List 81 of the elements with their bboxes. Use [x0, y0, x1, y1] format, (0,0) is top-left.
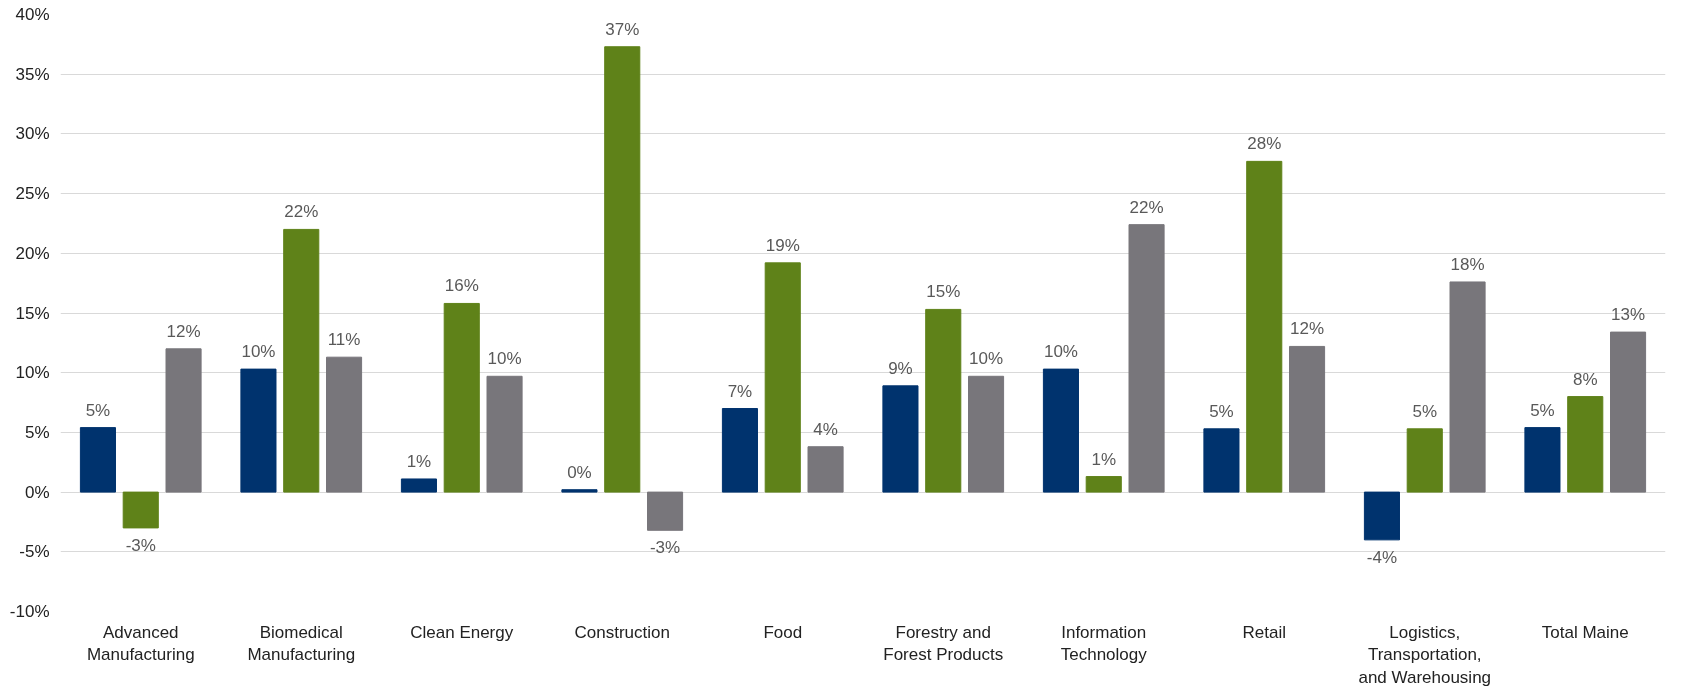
bar: [240, 368, 277, 493]
data-label: 1%: [406, 451, 432, 471]
bar: [561, 489, 598, 493]
data-label: 5%: [1530, 400, 1555, 420]
x-tick-label: Clean Energy: [410, 622, 514, 642]
data-label: 10%: [969, 349, 1004, 369]
x-tick-label: Retail: [1242, 622, 1286, 642]
data-label: 10%: [487, 349, 522, 369]
bar: [165, 348, 202, 493]
bar: [122, 491, 159, 529]
data-label: 12%: [1290, 319, 1325, 339]
data-label: 7%: [727, 381, 753, 401]
data-label: 0%: [567, 462, 592, 482]
x-tick-label: Construction: [574, 622, 670, 642]
bar: [647, 491, 684, 531]
y-tick-label: 15%: [15, 303, 50, 323]
data-label: 37%: [605, 19, 640, 39]
bar: [1246, 160, 1283, 493]
data-label: 22%: [284, 202, 319, 222]
bar: [326, 356, 363, 493]
x-tick-label: Information Technology: [1060, 622, 1148, 665]
x-tick-label: Advanced Manufacturing: [86, 622, 195, 665]
bar: [283, 228, 320, 493]
data-label: 10%: [1043, 342, 1078, 362]
bar: [79, 427, 116, 493]
bar: [604, 46, 641, 493]
x-tick-label: Total Maine: [1541, 622, 1629, 642]
bar: [721, 408, 758, 493]
data-label: 13%: [1611, 305, 1646, 325]
data-label: 5%: [85, 400, 111, 420]
bar: [400, 478, 437, 493]
data-label: 16%: [444, 276, 479, 296]
bar: [1042, 368, 1079, 493]
data-label: 19%: [765, 235, 800, 255]
x-tick-label: Forestry and Forest Products: [883, 622, 1004, 665]
y-tick-label: 5%: [24, 422, 50, 442]
data-label: 11%: [327, 330, 361, 350]
bar: [882, 385, 919, 493]
x-tick-label: Logistics, Transportation, and Warehousing: [1358, 622, 1492, 688]
data-label: 15%: [926, 282, 961, 302]
y-tick-label: -5%: [19, 542, 50, 562]
bar: [1289, 345, 1326, 493]
data-label: 12%: [166, 321, 201, 341]
data-label: -3%: [649, 538, 681, 558]
bar: [1363, 491, 1400, 541]
bar: [1406, 428, 1443, 493]
y-tick-label: 40%: [15, 5, 50, 24]
data-label: 5%: [1209, 401, 1234, 421]
data-label: 4%: [813, 419, 838, 439]
x-tick-label: Food: [763, 622, 803, 642]
bar: [486, 375, 523, 493]
bar: [1567, 396, 1604, 493]
data-label: 22%: [1129, 197, 1164, 217]
data-label: 18%: [1450, 254, 1485, 274]
y-tick-label: 35%: [15, 64, 50, 84]
y-tick-label: 20%: [15, 243, 50, 263]
y-tick-label: 25%: [15, 184, 50, 204]
data-label: 10%: [241, 342, 276, 362]
y-tick-label: 0%: [24, 482, 50, 502]
data-label: -3%: [125, 535, 156, 555]
data-label: 8%: [1572, 369, 1598, 389]
y-tick-label: -10%: [9, 602, 50, 621]
bar: [443, 302, 480, 493]
y-tick-label: 10%: [15, 363, 50, 383]
data-label: 1%: [1091, 449, 1117, 469]
y-tick-label: 30%: [15, 124, 50, 144]
bar: [1610, 331, 1647, 493]
bar: [1203, 428, 1240, 493]
bar: [1085, 476, 1122, 493]
bar: [925, 308, 962, 493]
bar: [764, 262, 801, 493]
bar: [1524, 427, 1561, 493]
data-label: 28%: [1247, 134, 1282, 154]
data-label: -4%: [1366, 547, 1398, 567]
data-label: 9%: [888, 358, 913, 378]
data-label: 5%: [1412, 401, 1438, 421]
bar: [1449, 281, 1486, 493]
bar: [807, 446, 844, 493]
x-tick-label: Biomedical Manufacturing: [247, 622, 356, 665]
bar: [968, 375, 1005, 493]
bar: [1128, 224, 1165, 493]
